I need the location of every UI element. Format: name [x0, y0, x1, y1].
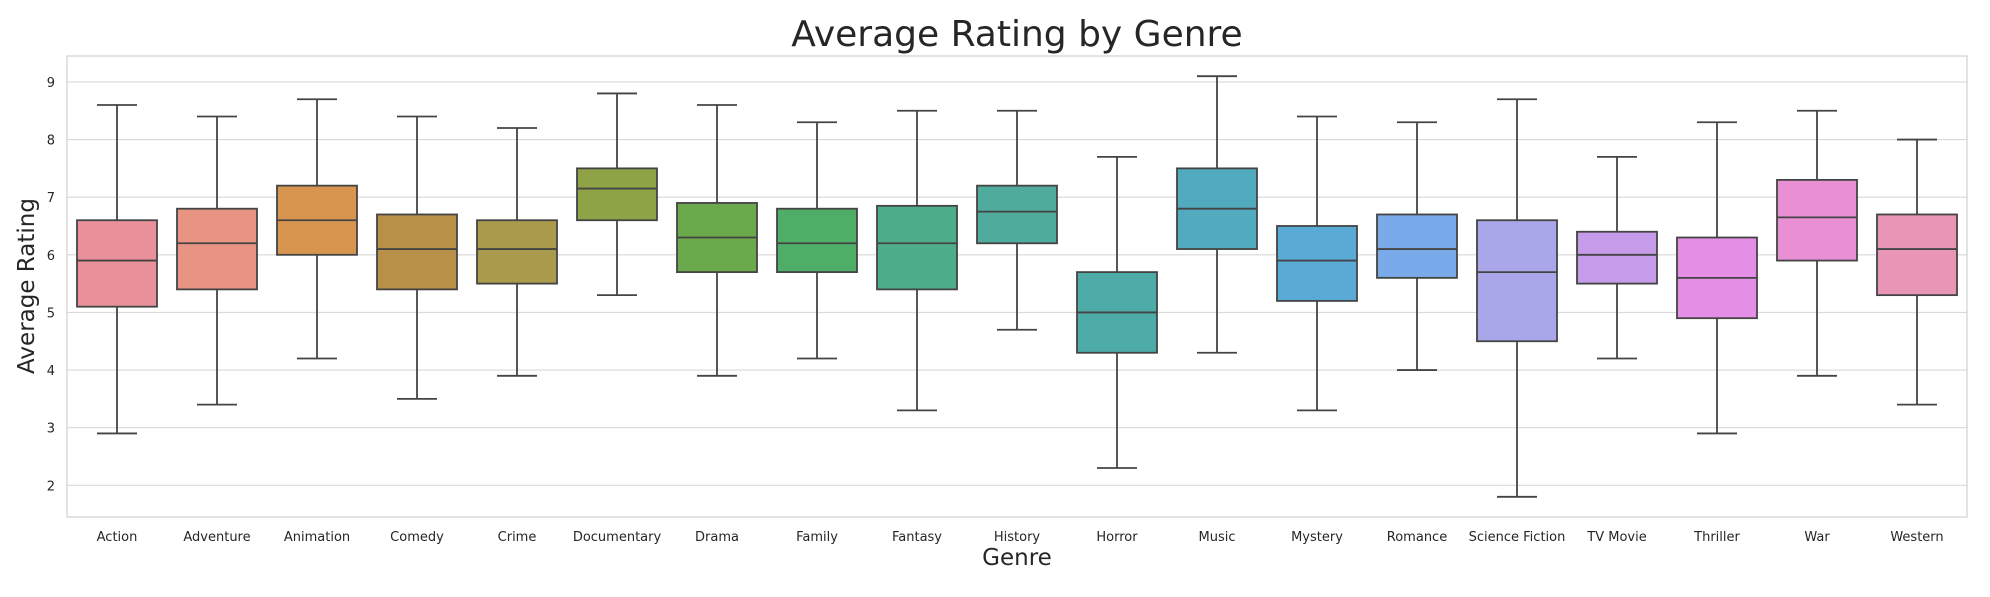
box-group: [176, 115, 258, 406]
box-group: [1276, 115, 1358, 412]
x-tick-label: War: [1804, 530, 1830, 545]
iqr-box: [1476, 219, 1558, 343]
iqr-box: [576, 167, 658, 222]
box-group: [476, 127, 558, 377]
box-group: [576, 92, 658, 297]
iqr-box: [376, 213, 458, 291]
iqr-box: [776, 207, 858, 273]
box-group: [1576, 155, 1658, 360]
box-group: [1376, 121, 1458, 371]
box-group: [76, 104, 158, 435]
x-tick-label: Action: [97, 530, 138, 545]
x-tick-label: Crime: [498, 530, 537, 545]
iqr-box: [1376, 213, 1458, 279]
y-tick-label: 9: [47, 76, 55, 91]
box-group: [1876, 138, 1958, 406]
y-tick-label: 4: [47, 364, 55, 379]
box-group: [1076, 155, 1158, 469]
y-tick-label: 8: [47, 134, 55, 149]
x-tick-label: Animation: [284, 530, 350, 545]
y-tick-label: 6: [47, 249, 55, 264]
box-group: [276, 98, 358, 360]
boxes: [76, 75, 1958, 498]
box-group: [1776, 109, 1858, 377]
box-group: [1476, 98, 1558, 498]
x-tick-label: History: [994, 530, 1041, 545]
x-tick-label: Romance: [1387, 530, 1447, 545]
x-axis-label: Genre: [982, 545, 1052, 571]
iqr-box: [1876, 213, 1958, 297]
y-tick-label: 5: [47, 306, 55, 321]
x-tick-label: Family: [796, 530, 838, 545]
x-tick-label: Thriller: [1693, 530, 1740, 545]
box-group: [776, 121, 858, 360]
x-tick-label: Fantasy: [892, 530, 942, 545]
iqr-box: [176, 207, 258, 291]
iqr-box: [1276, 225, 1358, 302]
iqr-box: [76, 219, 158, 308]
x-tick-label: Mystery: [1291, 530, 1343, 545]
x-tick-label: Music: [1199, 530, 1236, 545]
chart-title: Average Rating by Genre: [791, 14, 1242, 55]
box-group: [376, 115, 458, 400]
box-group: [676, 104, 758, 377]
box-group: [976, 109, 1058, 331]
x-tick-label: TV Movie: [1586, 530, 1646, 545]
plot-frame: [66, 55, 1968, 518]
y-axis-label: Average Rating: [14, 198, 40, 374]
x-tick-label: Horror: [1096, 530, 1138, 545]
y-tick-label: 7: [47, 191, 55, 206]
iqr-box: [876, 204, 958, 291]
y-tick-label: 2: [47, 479, 55, 494]
x-tick-label: Comedy: [390, 530, 444, 545]
x-tick-label: Science Fiction: [1469, 530, 1566, 545]
x-axis-ticks: Action Adventure Animation Comedy Crime Docum…: [97, 530, 1944, 545]
box-group: [1676, 121, 1758, 435]
iqr-box: [476, 219, 558, 285]
iqr-box: [976, 184, 1058, 245]
x-tick-label: Adventure: [183, 530, 250, 545]
x-tick-label: Drama: [695, 530, 739, 545]
box-group: [876, 109, 958, 412]
x-tick-label: Western: [1890, 530, 1943, 545]
iqr-box: [1576, 230, 1658, 285]
y-axis-ticks: 2 3 4 5 6 7 8 9: [47, 76, 55, 494]
iqr-box: [1776, 178, 1858, 262]
box-group: [1176, 75, 1258, 354]
x-tick-label: Documentary: [573, 530, 662, 545]
y-tick-label: 3: [47, 422, 55, 437]
